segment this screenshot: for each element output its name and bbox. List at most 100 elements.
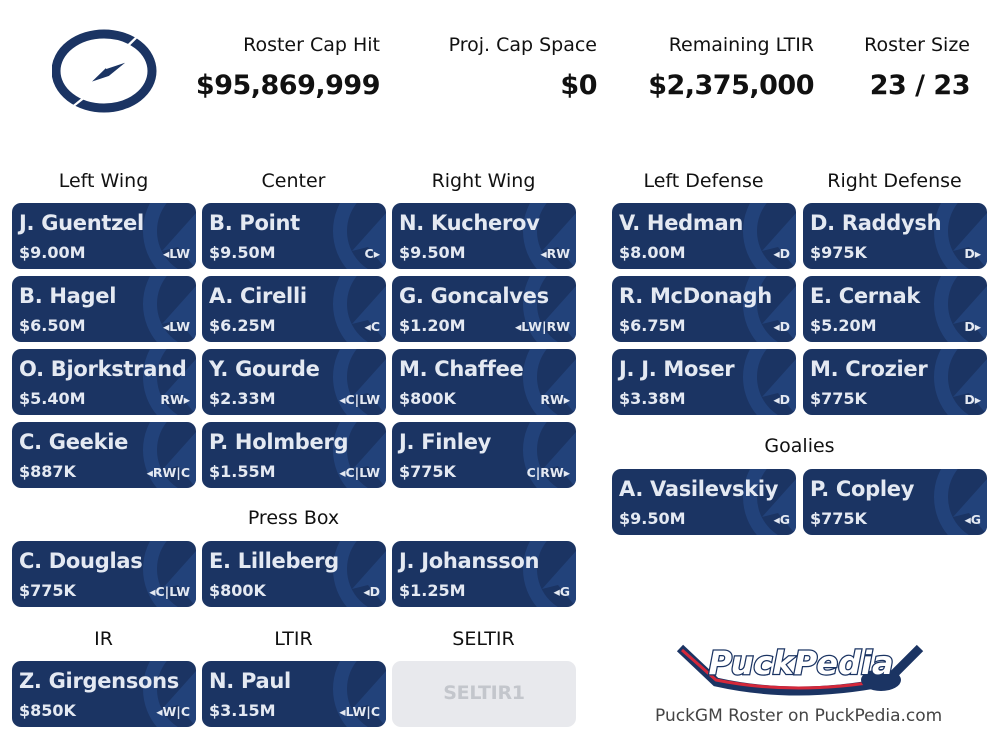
player-card-left-wing[interactable]: O. Bjorkstrand $5.40M RW▸: [12, 349, 196, 415]
player-cap-hit: $1.25M: [399, 581, 466, 600]
player-card-press-box[interactable]: E. Lilleberg $800K ◂D: [202, 541, 386, 607]
stat-label: Roster Cap Hit: [243, 34, 380, 56]
player-cap-hit: $9.00M: [19, 243, 86, 262]
player-card-right-wing[interactable]: J. Finley $775K C|RW▸: [392, 422, 576, 488]
player-name: N. Paul: [209, 669, 291, 693]
lightning-watermark-icon: [523, 422, 576, 488]
player-card-seltir[interactable]: SELTIR1: [392, 661, 576, 727]
player-position: ◂G: [964, 512, 981, 527]
player-cap-hit: $3.15M: [209, 701, 276, 720]
header-right-wing: Right Wing: [431, 170, 536, 192]
header-ltir: LTIR: [274, 628, 313, 650]
player-name: Z. Girgensons: [19, 669, 180, 693]
proj-cap-space: Proj. Cap Space $0: [449, 34, 598, 101]
player-position: ◂LW|C: [339, 704, 380, 719]
player-cap-hit: $9.50M: [209, 243, 276, 262]
lightning-watermark-icon: [333, 541, 386, 607]
player-cap-hit: $6.75M: [619, 316, 686, 335]
player-card-center[interactable]: B. Point $9.50M C▸: [202, 203, 386, 269]
player-name: M. Chaffee: [399, 357, 524, 381]
player-position: C|RW▸: [526, 465, 570, 480]
player-name: A. Cirelli: [209, 284, 307, 308]
header-center: Center: [261, 170, 326, 192]
player-name: J. J. Moser: [619, 357, 735, 381]
player-position: ◂C|LW: [149, 584, 190, 599]
player-card-goalies[interactable]: P. Copley $775K ◂G: [803, 469, 987, 535]
player-card-center[interactable]: Y. Gourde $2.33M ◂C|LW: [202, 349, 386, 415]
player-card-left-wing[interactable]: B. Hagel $6.50M ◂LW: [12, 276, 196, 342]
player-card-right-wing[interactable]: N. Kucherov $9.50M ◂RW: [392, 203, 576, 269]
player-cap-hit: $5.20M: [810, 316, 877, 335]
player-card-goalies[interactable]: A. Vasilevskiy $9.50M ◂G: [612, 469, 796, 535]
lightning-watermark-icon: [934, 203, 987, 269]
lightning-watermark-icon: [333, 661, 386, 727]
player-name: J. Guentzel: [19, 211, 144, 235]
player-name: P. Holmberg: [209, 430, 349, 454]
player-card-right-defense[interactable]: D. Raddysh $975K D▸: [803, 203, 987, 269]
player-name: Y. Gourde: [209, 357, 320, 381]
empty-slot-label: SELTIR1: [443, 682, 525, 704]
player-card-left-defense[interactable]: R. McDonagh $6.75M ◂D: [612, 276, 796, 342]
player-card-left-defense[interactable]: J. J. Moser $3.38M ◂D: [612, 349, 796, 415]
lightning-watermark-icon: [143, 349, 196, 415]
player-position: ◂G: [553, 584, 570, 599]
player-name: J. Finley: [399, 430, 492, 454]
player-position: D▸: [964, 319, 981, 334]
player-card-press-box[interactable]: C. Douglas $775K ◂C|LW: [12, 541, 196, 607]
player-card-left-wing[interactable]: J. Guentzel $9.00M ◂LW: [12, 203, 196, 269]
player-name: E. Lilleberg: [209, 549, 339, 573]
player-name: G. Goncalves: [399, 284, 549, 308]
footer-text: PuckGM Roster on PuckPedia.com: [655, 706, 943, 726]
stat-label: Remaining LTIR: [668, 34, 814, 56]
player-card-right-defense[interactable]: M. Crozier $775K D▸: [803, 349, 987, 415]
player-card-right-wing[interactable]: M. Chaffee $800K RW▸: [392, 349, 576, 415]
lightning-watermark-icon: [333, 203, 386, 269]
player-cap-hit: $9.50M: [619, 509, 686, 528]
player-position: ◂W|C: [156, 704, 190, 719]
player-name: P. Copley: [810, 477, 915, 501]
lightning-watermark-icon: [333, 349, 386, 415]
player-name: J. Johansson: [399, 549, 540, 573]
header-ir: IR: [94, 628, 113, 650]
roster-size: Roster Size 23 / 23: [864, 34, 970, 101]
player-cap-hit: $775K: [399, 462, 456, 481]
player-card-center[interactable]: A. Cirelli $6.25M ◂C: [202, 276, 386, 342]
player-name: E. Cernak: [810, 284, 921, 308]
header-left-defense: Left Defense: [643, 170, 764, 192]
lightning-watermark-icon: [143, 541, 196, 607]
player-position: ◂C|LW: [339, 465, 380, 480]
player-position: ◂D: [773, 392, 790, 407]
header-left-wing: Left Wing: [58, 170, 149, 192]
player-position: ◂LW|RW: [514, 319, 570, 334]
player-card-ltir[interactable]: N. Paul $3.15M ◂LW|C: [202, 661, 386, 727]
puckpedia-logo: PuckPedia: [676, 643, 924, 696]
player-cap-hit: $887K: [19, 462, 76, 481]
player-card-press-box[interactable]: J. Johansson $1.25M ◂G: [392, 541, 576, 607]
header-press-box: Press Box: [247, 507, 340, 529]
player-cap-hit: $775K: [810, 389, 867, 408]
player-position: C▸: [364, 246, 380, 261]
player-cap-hit: $775K: [19, 581, 76, 600]
player-name: B. Hagel: [19, 284, 117, 308]
player-card-ir[interactable]: Z. Girgensons $850K ◂W|C: [12, 661, 196, 727]
player-card-right-defense[interactable]: E. Cernak $5.20M D▸: [803, 276, 987, 342]
lightning-watermark-icon: [743, 276, 796, 342]
lightning-watermark-icon: [743, 469, 796, 535]
player-cap-hit: $5.40M: [19, 389, 86, 408]
player-position: D▸: [964, 392, 981, 407]
stat-value: $95,869,999: [195, 70, 381, 101]
player-card-left-defense[interactable]: V. Hedman $8.00M ◂D: [612, 203, 796, 269]
lightning-watermark-icon: [143, 276, 196, 342]
player-card-center[interactable]: P. Holmberg $1.55M ◂C|LW: [202, 422, 386, 488]
stat-value: $0: [560, 70, 597, 101]
player-position: ◂G: [773, 512, 790, 527]
player-card-right-wing[interactable]: G. Goncalves $1.20M ◂LW|RW: [392, 276, 576, 342]
lightning-watermark-icon: [143, 203, 196, 269]
remaining-ltir: Remaining LTIR $2,375,000: [648, 34, 814, 101]
player-card-left-wing[interactable]: C. Geekie $887K ◂RW|C: [12, 422, 196, 488]
header-seltir: SELTIR: [452, 628, 515, 650]
player-position: D▸: [964, 246, 981, 261]
lightning-watermark-icon: [333, 276, 386, 342]
player-name: A. Vasilevskiy: [619, 477, 779, 501]
stat-label: Roster Size: [864, 34, 970, 56]
